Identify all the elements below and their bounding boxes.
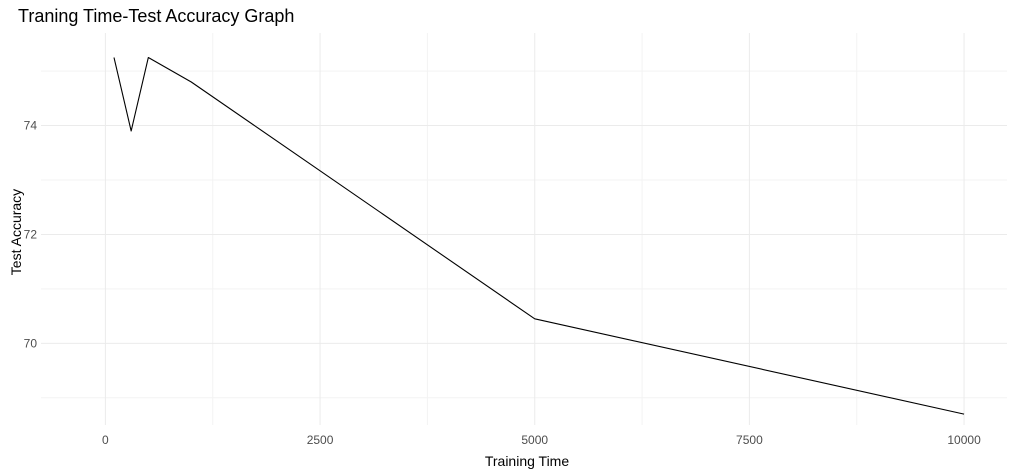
grid-lines xyxy=(41,33,1007,425)
x-tick-label: 0 xyxy=(102,433,109,447)
tick-labels: 0 2500 5000 7500 10000 70 72 74 xyxy=(24,119,981,447)
y-axis-title: Test Accuracy xyxy=(8,189,24,275)
series-line xyxy=(113,56,965,415)
x-tick-label: 5000 xyxy=(521,433,548,447)
x-axis-title: Training Time xyxy=(485,453,570,469)
series-group xyxy=(113,56,965,415)
x-tick-label: 2500 xyxy=(307,433,334,447)
x-tick-label: 7500 xyxy=(736,433,763,447)
chart-title: Traning Time-Test Accuracy Graph xyxy=(18,6,294,26)
y-tick-label: 72 xyxy=(24,227,38,241)
x-tick-label: 10000 xyxy=(947,433,981,447)
y-tick-label: 70 xyxy=(24,336,38,350)
y-tick-label: 74 xyxy=(24,119,38,133)
